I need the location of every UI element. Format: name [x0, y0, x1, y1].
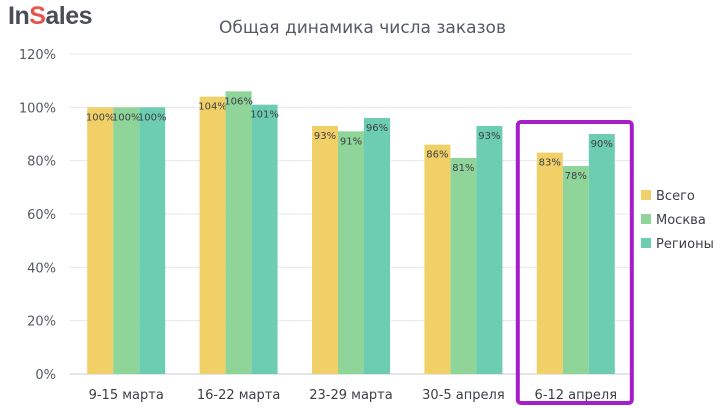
data-label: 93% [478, 131, 500, 142]
bar [476, 126, 503, 374]
y-tick-label: 60% [27, 208, 56, 223]
data-label: 101% [250, 110, 279, 121]
y-tick-label: 80% [27, 155, 56, 170]
data-label: 90% [591, 139, 613, 150]
x-tick-label: 16-22 марта [197, 388, 280, 403]
data-label: 86% [426, 150, 448, 161]
y-tick-label: 20% [27, 315, 56, 330]
bar [199, 96, 226, 375]
legend-swatch [641, 238, 651, 248]
y-tick-label: 40% [27, 261, 56, 276]
x-tick-label: 23-29 марта [309, 388, 392, 403]
data-label: 91% [340, 136, 362, 147]
bar [113, 107, 140, 374]
bar [139, 107, 166, 374]
y-tick-label: 100% [19, 101, 56, 116]
data-label: 96% [366, 123, 388, 134]
data-label: 106% [224, 96, 253, 107]
bar [225, 91, 252, 374]
y-tick-label: 120% [19, 48, 56, 63]
chart-title: Общая динамика числа заказов [219, 18, 506, 38]
logo-text-in: In [8, 2, 30, 30]
bar [338, 131, 364, 374]
logo-text-s: S [29, 2, 46, 30]
data-label: 100% [112, 112, 141, 123]
bar [312, 126, 338, 374]
highlight-frame [515, 120, 634, 405]
legend-swatch [641, 190, 651, 200]
data-label: 104% [198, 102, 227, 113]
bar [562, 166, 589, 374]
x-tick-label: 30-5 апреля [422, 388, 504, 403]
legend-swatch [641, 214, 651, 224]
x-tick-label: 6-12 апреля [535, 388, 617, 403]
bar [364, 118, 390, 374]
logo-text-ales: ales [45, 2, 93, 30]
bar [87, 107, 114, 374]
data-label: 83% [539, 158, 561, 169]
data-label: 81% [452, 163, 474, 174]
data-label: 100% [138, 112, 167, 123]
legend-label: Регионы [656, 237, 714, 252]
insales-logo: InSales [8, 2, 93, 31]
legend-label: Москва [656, 213, 706, 228]
data-label: 78% [565, 171, 587, 182]
y-tick-label: 0% [35, 368, 56, 383]
x-tick-label: 9-15 марта [89, 388, 164, 403]
bar [536, 152, 563, 374]
bar [424, 144, 451, 374]
data-label: 93% [314, 131, 336, 142]
bar [450, 158, 477, 374]
bar [588, 134, 615, 374]
data-label: 100% [86, 112, 115, 123]
legend-label: Всего [656, 189, 695, 204]
bar [251, 104, 278, 375]
